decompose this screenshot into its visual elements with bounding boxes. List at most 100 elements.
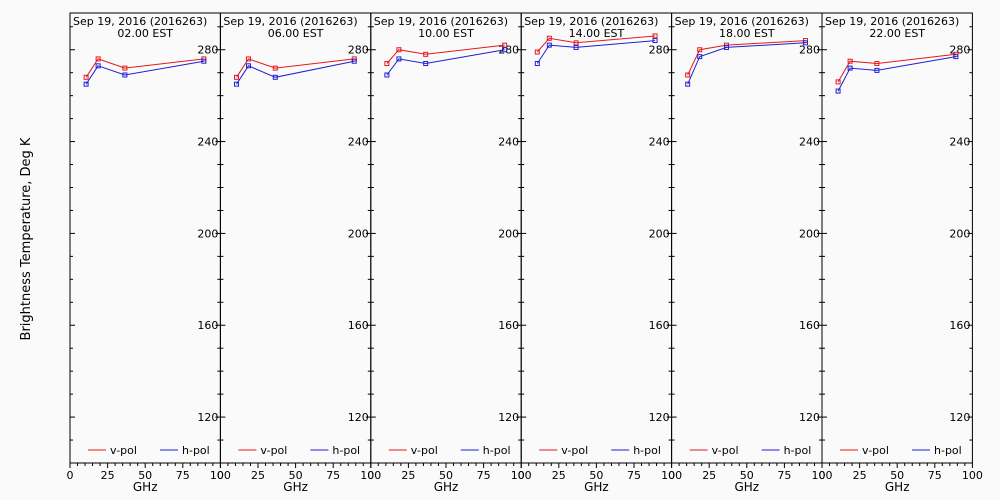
x-tick-label: 25 bbox=[702, 469, 716, 482]
panel-subtitle: 18.00 EST bbox=[719, 27, 775, 40]
data-point-v-pol bbox=[874, 61, 880, 67]
y-tick-label: 160 bbox=[949, 319, 970, 332]
y-tick-label: 200 bbox=[348, 227, 369, 240]
data-point-h-pol bbox=[384, 72, 390, 78]
data-point-v-pol bbox=[685, 72, 691, 78]
panel-subtitle: 10.00 EST bbox=[418, 27, 474, 40]
y-tick-label: 240 bbox=[799, 136, 820, 149]
panel-subtitle: 02.00 EST bbox=[117, 27, 173, 40]
y-tick-label: 240 bbox=[649, 136, 670, 149]
series-line-h-pol bbox=[837, 56, 956, 92]
y-tick-label: 240 bbox=[197, 136, 218, 149]
y-tick-label: 240 bbox=[498, 136, 519, 149]
data-point-h-pol bbox=[272, 74, 278, 80]
y-tick-label: 200 bbox=[649, 227, 670, 240]
y-tick-label: 120 bbox=[498, 411, 519, 424]
x-tick-label: 25 bbox=[853, 469, 867, 482]
data-point-h-pol bbox=[246, 63, 252, 69]
x-tick-label: 75 bbox=[326, 469, 340, 482]
y-tick-label: 160 bbox=[197, 319, 218, 332]
x-axis-label: GHz bbox=[133, 480, 158, 494]
x-tick-label: 25 bbox=[101, 469, 115, 482]
y-tick-label: 160 bbox=[498, 319, 519, 332]
legend-label-v-pol: v-pol bbox=[110, 444, 137, 457]
legend-label-v-pol: v-pol bbox=[712, 444, 739, 457]
y-tick-label: 200 bbox=[498, 227, 519, 240]
series-line-h-pol bbox=[236, 60, 355, 85]
data-point-h-pol bbox=[847, 65, 853, 71]
y-tick-label: 120 bbox=[799, 411, 820, 424]
data-point-v-pol bbox=[573, 40, 579, 46]
x-tick-label: 25 bbox=[251, 469, 265, 482]
y-tick-label: 280 bbox=[348, 44, 369, 57]
y-tick-label: 280 bbox=[799, 44, 820, 57]
data-point-h-pol bbox=[652, 38, 658, 44]
data-point-h-pol bbox=[953, 54, 959, 60]
x-tick-label: 0 bbox=[367, 469, 374, 482]
y-tick-label: 120 bbox=[348, 411, 369, 424]
x-tick-label: 25 bbox=[401, 469, 415, 482]
data-point-v-pol bbox=[423, 51, 429, 57]
data-point-v-pol bbox=[83, 74, 89, 80]
x-tick-label: 100 bbox=[511, 469, 532, 482]
data-point-h-pol bbox=[502, 47, 508, 53]
data-point-h-pol bbox=[874, 67, 880, 73]
y-tick-label: 280 bbox=[949, 44, 970, 57]
x-tick-label: 100 bbox=[661, 469, 682, 482]
data-point-v-pol bbox=[95, 56, 101, 62]
y-tick-label: 160 bbox=[799, 319, 820, 332]
x-tick-label: 75 bbox=[176, 469, 190, 482]
panel-4: 120 160 200 240 280 0 25 50 75 100 GHz Sep 19, 2016… bbox=[518, 12, 682, 494]
legend-label-v-pol: v-pol bbox=[411, 444, 438, 457]
x-axis-label: GHz bbox=[584, 480, 609, 494]
data-point-v-pol bbox=[246, 56, 252, 62]
y-tick-label: 120 bbox=[949, 411, 970, 424]
x-axis-label: GHz bbox=[885, 480, 910, 494]
data-point-h-pol bbox=[534, 61, 540, 67]
series-line-v-pol bbox=[687, 40, 806, 76]
panel-6: 120 160 200 240 280 0 25 50 75 100 GHz Sep 19, 2016… bbox=[819, 12, 983, 494]
chart-panels: 120 160 200 240 280 0 25 50 75 100 GHz Sep 19, 2016… bbox=[67, 12, 983, 494]
y-axis-label: Brightness Temperature, Deg K bbox=[19, 137, 34, 340]
data-point-h-pol bbox=[351, 58, 357, 64]
panel-title: Sep 19, 2016 (2016263) bbox=[675, 15, 809, 28]
data-point-v-pol bbox=[697, 47, 703, 53]
x-tick-label: 50 bbox=[289, 469, 303, 482]
y-tick-label: 200 bbox=[799, 227, 820, 240]
x-tick-label: 75 bbox=[477, 469, 491, 482]
data-point-h-pol bbox=[546, 42, 552, 48]
panel-1: 120 160 200 240 280 0 25 50 75 100 GHz Sep 19, 2016… bbox=[67, 12, 231, 494]
legend-label-h-pol: h-pol bbox=[633, 444, 661, 457]
y-tick-label: 120 bbox=[649, 411, 670, 424]
series-line-h-pol bbox=[85, 60, 204, 85]
x-tick-label: 75 bbox=[777, 469, 791, 482]
y-tick-label: 160 bbox=[348, 319, 369, 332]
series-line-v-pol bbox=[236, 58, 355, 78]
x-axis-label: GHz bbox=[434, 480, 459, 494]
y-tick-label: 280 bbox=[649, 44, 670, 57]
data-point-h-pol bbox=[122, 72, 128, 78]
legend-label-h-pol: h-pol bbox=[784, 444, 812, 457]
panel-title: Sep 19, 2016 (2016263) bbox=[73, 15, 207, 28]
x-tick-label: 0 bbox=[518, 469, 525, 482]
x-tick-label: 100 bbox=[962, 469, 983, 482]
data-point-v-pol bbox=[847, 58, 853, 64]
legend-label-v-pol: v-pol bbox=[260, 444, 287, 457]
x-tick-label: 50 bbox=[589, 469, 603, 482]
x-tick-label: 75 bbox=[627, 469, 641, 482]
series-line-v-pol bbox=[386, 44, 505, 64]
data-point-h-pol bbox=[83, 81, 89, 87]
x-tick-label: 50 bbox=[740, 469, 754, 482]
series-line-v-pol bbox=[837, 53, 956, 83]
data-point-h-pol bbox=[95, 63, 101, 69]
data-point-h-pol bbox=[835, 88, 841, 94]
data-point-v-pol bbox=[233, 74, 239, 80]
y-tick-label: 200 bbox=[949, 227, 970, 240]
y-tick-label: 280 bbox=[197, 44, 218, 57]
legend-label-v-pol: v-pol bbox=[561, 444, 588, 457]
data-point-v-pol bbox=[835, 79, 841, 85]
x-tick-label: 25 bbox=[552, 469, 566, 482]
y-tick-label: 240 bbox=[949, 136, 970, 149]
x-tick-label: 50 bbox=[890, 469, 904, 482]
